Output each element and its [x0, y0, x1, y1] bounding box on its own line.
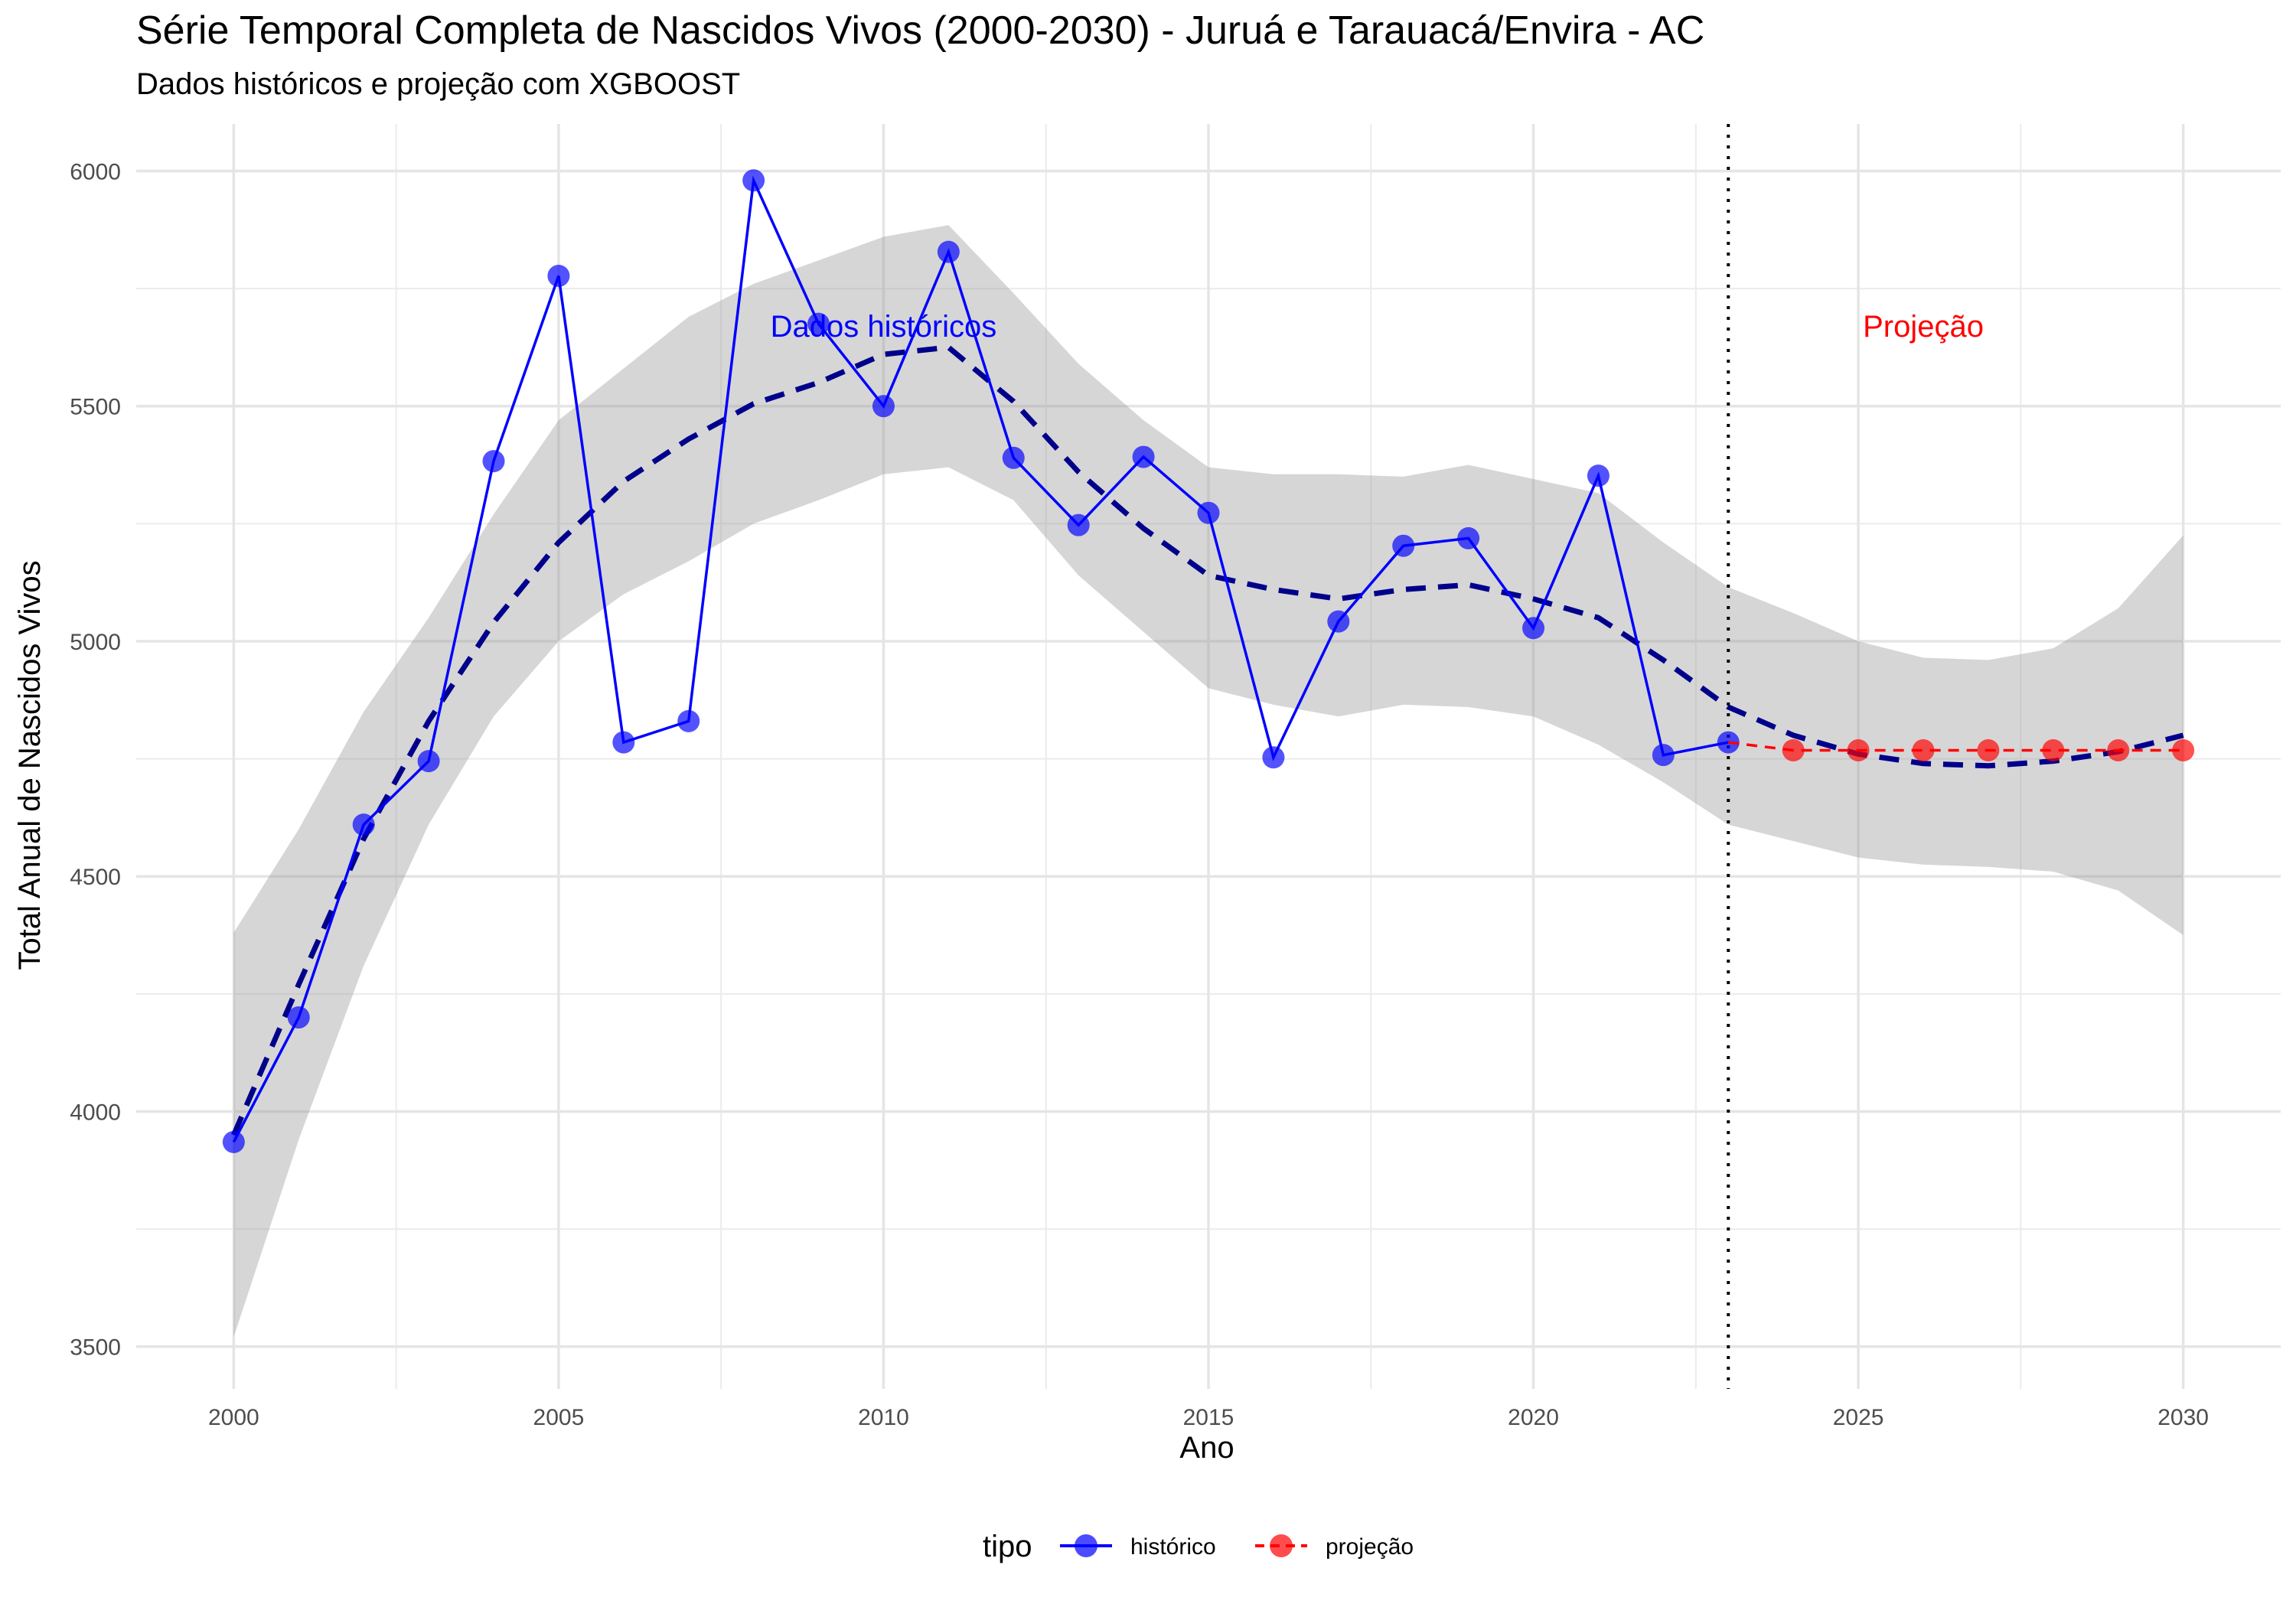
data-point	[1457, 526, 1480, 549]
data-point	[1977, 739, 2000, 762]
data-point	[482, 450, 505, 473]
data-point	[222, 1130, 245, 1153]
y-tick-label: 5500	[70, 395, 121, 420]
legend-label-projecao: projeção	[1326, 1534, 1414, 1560]
data-point	[612, 731, 635, 754]
y-tick-label: 5000	[70, 630, 121, 655]
annotation-label: Projeção	[1863, 310, 1984, 344]
data-point	[937, 240, 960, 263]
data-point	[2042, 739, 2065, 762]
data-point	[742, 169, 765, 192]
y-tick-label: 3500	[70, 1335, 121, 1361]
grid-major	[136, 124, 2281, 1389]
data-point	[2172, 739, 2195, 762]
legend-marker-projecao	[1270, 1534, 1293, 1557]
x-axis-title: Ano	[1179, 1431, 1234, 1465]
y-tick-label: 4000	[70, 1100, 121, 1125]
series-line-0	[232, 175, 1729, 1143]
x-tick-label: 2000	[208, 1405, 259, 1430]
data-point	[417, 750, 440, 773]
legend: tipo histórico projeção	[983, 1530, 1414, 1563]
y-tick-label: 6000	[70, 159, 121, 184]
y-axis-ticks: 3500 4000 4500 5000 5500 6000	[70, 159, 121, 1360]
data-point	[2107, 739, 2130, 762]
annotation-label: Dados históricos	[771, 310, 997, 344]
data-point	[1262, 746, 1285, 769]
x-tick-label: 2015	[1183, 1405, 1234, 1430]
data-point	[1392, 534, 1415, 557]
data-point	[1197, 501, 1220, 524]
data-point	[872, 395, 895, 418]
chart-title: Série Temporal Completa de Nascidos Vivo…	[136, 8, 1705, 53]
data-point	[352, 813, 375, 836]
data-point	[1912, 739, 1935, 762]
data-point	[1652, 744, 1675, 767]
x-tick-label: 2030	[2157, 1405, 2209, 1430]
data-point	[1327, 610, 1350, 633]
series-group	[222, 169, 2195, 1153]
y-axis-title: Total Anual de Nascidos Vivos	[13, 560, 47, 970]
data-point	[1782, 739, 1805, 762]
chart-subtitle: Dados históricos e projeção com XGBOOST	[136, 67, 741, 101]
y-tick-label: 4500	[70, 865, 121, 890]
ribbon-area	[233, 225, 2183, 1338]
data-point	[677, 709, 700, 732]
data-point	[1522, 617, 1545, 640]
data-point	[807, 312, 830, 335]
legend-marker-historico	[1075, 1534, 1097, 1557]
confidence-band	[233, 225, 2183, 1338]
legend-label-historico: histórico	[1130, 1534, 1216, 1560]
data-point	[1067, 513, 1090, 536]
data-point	[1132, 445, 1155, 468]
data-point	[287, 1006, 310, 1029]
x-tick-label: 2010	[858, 1405, 909, 1430]
data-point	[1002, 446, 1025, 469]
annotations: Dados históricos Projeção	[771, 310, 1984, 344]
x-axis-ticks: 2000 2005 2010 2015 2020 2025 2030	[208, 1405, 2209, 1430]
x-tick-label: 2005	[533, 1405, 585, 1430]
x-tick-label: 2025	[1833, 1405, 1884, 1430]
data-point	[1847, 739, 1870, 762]
x-tick-label: 2020	[1508, 1405, 1559, 1430]
data-point	[547, 264, 570, 287]
legend-title: tipo	[983, 1530, 1032, 1563]
data-point	[1587, 464, 1609, 487]
